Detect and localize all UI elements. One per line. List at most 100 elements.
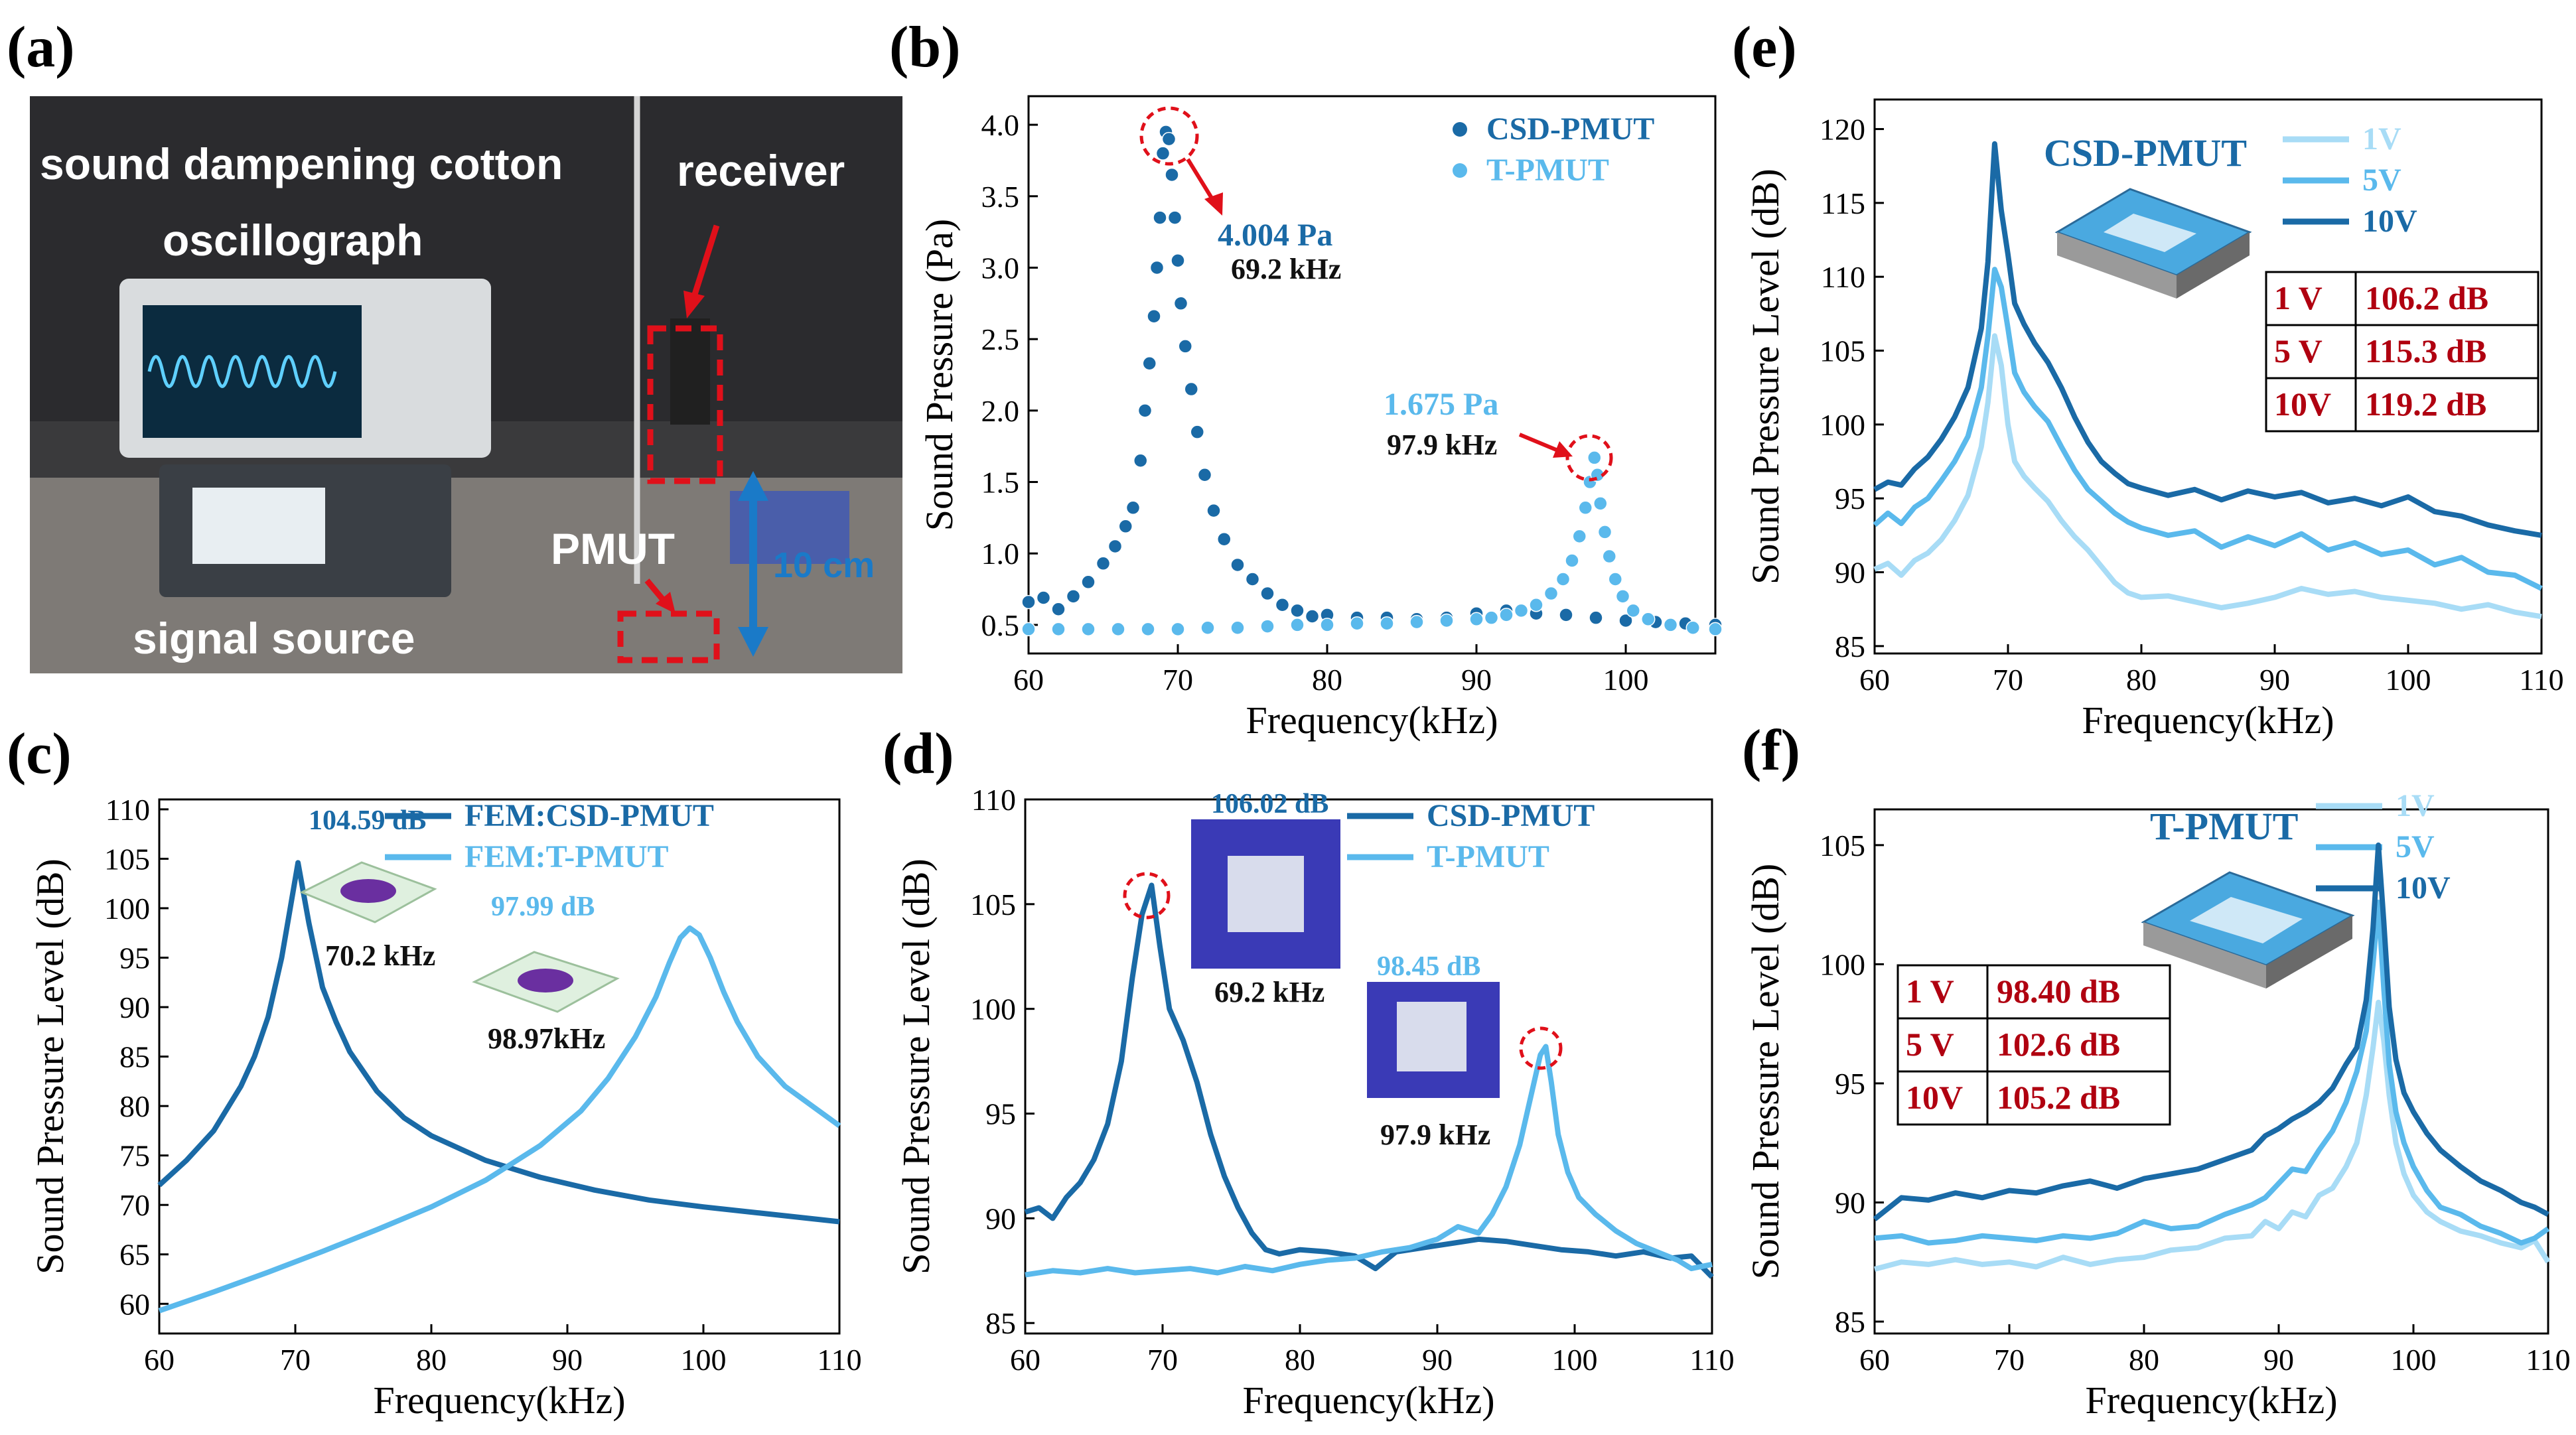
data-point-t-pmut xyxy=(1021,622,1036,637)
data-point-t-pmut xyxy=(1380,616,1394,631)
y-axis-label: Sound Pressure Level (dB) xyxy=(1744,169,1787,584)
legend-label: 5V xyxy=(2396,829,2435,864)
data-point-csd-pmut xyxy=(1118,519,1133,534)
oscilloscope-waveform xyxy=(147,355,337,388)
data-point-t-pmut xyxy=(1597,525,1612,539)
chart-b: 60 70 80 90 100 0.5 1.0 1.5 2.0 2.5 3.0 3.5 4.0 Frequ… xyxy=(918,95,1723,742)
y-tick-label: 110 xyxy=(1821,260,1865,294)
data-point-t-pmut xyxy=(1565,553,1579,568)
y-tick-label: 60 xyxy=(119,1287,150,1321)
label-receiver: receiver xyxy=(677,146,845,195)
annotations-b: 4.004 Pa 69.2 kHz 1.675 Pa 97.9 kHz xyxy=(1139,106,1613,482)
data-point-csd-pmut xyxy=(1197,468,1212,482)
data-point-csd-pmut xyxy=(1217,531,1232,547)
data-point-t-pmut xyxy=(1350,616,1364,631)
x-tick-label: 70 xyxy=(1163,663,1193,697)
data-point-csd-pmut xyxy=(1245,572,1260,586)
data-point-t-pmut xyxy=(1555,572,1571,586)
device-3d-membrane-e xyxy=(2104,214,2196,252)
plot-frame xyxy=(158,798,841,1335)
data-point-t-pmut xyxy=(1260,619,1275,634)
table-level: 119.2 dB xyxy=(2365,385,2486,423)
series-line-t-pmut xyxy=(1025,1044,1713,1278)
x-tick-label: 90 xyxy=(2259,663,2290,697)
x-axis-label: Frequency(kHz) xyxy=(2085,1379,2337,1422)
ann-csd-khz-c: 70.2 kHz xyxy=(325,939,435,972)
y-tick-label: 95 xyxy=(985,1097,1016,1131)
table-level: 115.3 dB xyxy=(2365,332,2486,370)
data-point-csd-pmut xyxy=(1275,598,1290,612)
annotations-d: 106.02 dB 69.2 kHz 98.45 dB 97.9 kHz xyxy=(1123,789,1563,1151)
panel-label-b: (b) xyxy=(889,15,961,80)
y-tick-label: 75 xyxy=(119,1139,150,1173)
chart-d: 60 70 80 90 100 110 85 90 95 100 105 110 Frequency(k… xyxy=(894,783,1735,1422)
y-tick-label: 95 xyxy=(1835,482,1865,515)
label-distance: 10 cm xyxy=(773,545,875,585)
x-tick-label: 90 xyxy=(552,1343,583,1377)
receiver-box xyxy=(647,325,723,484)
y-tick-label: 85 xyxy=(985,1306,1016,1340)
arrowhead-t-b xyxy=(1553,441,1573,458)
data-point-csd-pmut xyxy=(1618,613,1633,628)
series-line-10v xyxy=(1873,141,2542,538)
series-line-10v xyxy=(1873,842,2549,1221)
x-tick-label: 70 xyxy=(280,1343,311,1377)
data-point-t-pmut xyxy=(1615,589,1630,604)
ann-t-khz-b: 97.9 kHz xyxy=(1387,429,1497,461)
series-line-fem-csd-pmut xyxy=(157,860,840,1225)
data-point-csd-pmut xyxy=(1260,586,1275,601)
data-point-t-pmut xyxy=(1529,598,1543,612)
data-point-t-pmut xyxy=(1051,622,1066,637)
y-tick-label: 90 xyxy=(1835,1186,1865,1220)
oscilloscope-screen xyxy=(143,305,362,438)
y-tick-label: 1.5 xyxy=(981,466,1020,500)
table-cell xyxy=(1986,1017,2171,1073)
x-tick-label: 70 xyxy=(1993,663,2023,697)
x-tick-label: 100 xyxy=(2391,1343,2437,1377)
data-point-t-pmut xyxy=(1543,586,1559,601)
table-level: 106.2 dB xyxy=(2365,279,2488,316)
device-title-f: T-PMUT xyxy=(2150,805,2298,848)
panel-a: (a) sound dampening cotton oscillograph … xyxy=(7,15,902,673)
plot-frame xyxy=(1024,798,1713,1335)
y-tick-label: 85 xyxy=(1835,630,1865,663)
ann-t-pa: 1.675 Pa xyxy=(1384,387,1498,422)
data-point-csd-pmut xyxy=(1165,167,1179,182)
data-point-csd-pmut xyxy=(1167,210,1182,225)
legend-marker xyxy=(1453,163,1467,178)
data-point-csd-pmut xyxy=(1178,339,1192,354)
x-tick-label: 100 xyxy=(2386,663,2431,697)
x-tick-label: 70 xyxy=(1994,1343,2025,1377)
series-line-fem-t-pmut xyxy=(158,925,841,1314)
ann-t-khz-c: 98.97kHz xyxy=(488,1022,605,1055)
y-tick-label: 100 xyxy=(1820,947,1865,981)
peak-circle-t-b xyxy=(1565,434,1613,482)
y-tick-label: 2.5 xyxy=(981,322,1020,356)
x-tick-label: 110 xyxy=(2519,663,2563,697)
data-point-csd-pmut xyxy=(1137,403,1153,418)
data-point-csd-pmut xyxy=(1184,381,1198,397)
chart-f: 60 70 80 90 100 110 85 90 95 100 105 Frequency(kHz)… xyxy=(1744,788,2571,1422)
y-tick-label: 1.0 xyxy=(981,537,1020,571)
peak-circle-t-d xyxy=(1519,1026,1563,1070)
table-cell xyxy=(2354,377,2540,433)
device-3d-membrane-f xyxy=(2190,897,2303,943)
ann-t-khz-d: 97.9 kHz xyxy=(1380,1119,1490,1151)
data-point-csd-pmut xyxy=(1161,131,1177,147)
label-cotton: sound dampening cotton xyxy=(40,139,563,188)
y-tick-label: 3.5 xyxy=(981,180,1020,214)
series-line-1v xyxy=(1873,999,2551,1272)
data-point-t-pmut xyxy=(1663,618,1678,632)
device-3d-side-f xyxy=(2143,922,2266,989)
y-tick-label: 95 xyxy=(119,941,150,975)
data-point-t-pmut xyxy=(1626,603,1640,618)
y-tick-label: 65 xyxy=(119,1238,150,1272)
receiver-arrowhead xyxy=(683,291,705,318)
data-point-csd-pmut xyxy=(1096,556,1111,571)
y-tick-label: 115 xyxy=(1821,186,1865,220)
plot-frame xyxy=(1873,98,2543,655)
y-tick-label: 100 xyxy=(104,892,150,925)
series-line-1v xyxy=(1873,333,2542,620)
data-point-t-pmut xyxy=(1141,622,1155,637)
data-point-csd-pmut xyxy=(1173,296,1188,311)
